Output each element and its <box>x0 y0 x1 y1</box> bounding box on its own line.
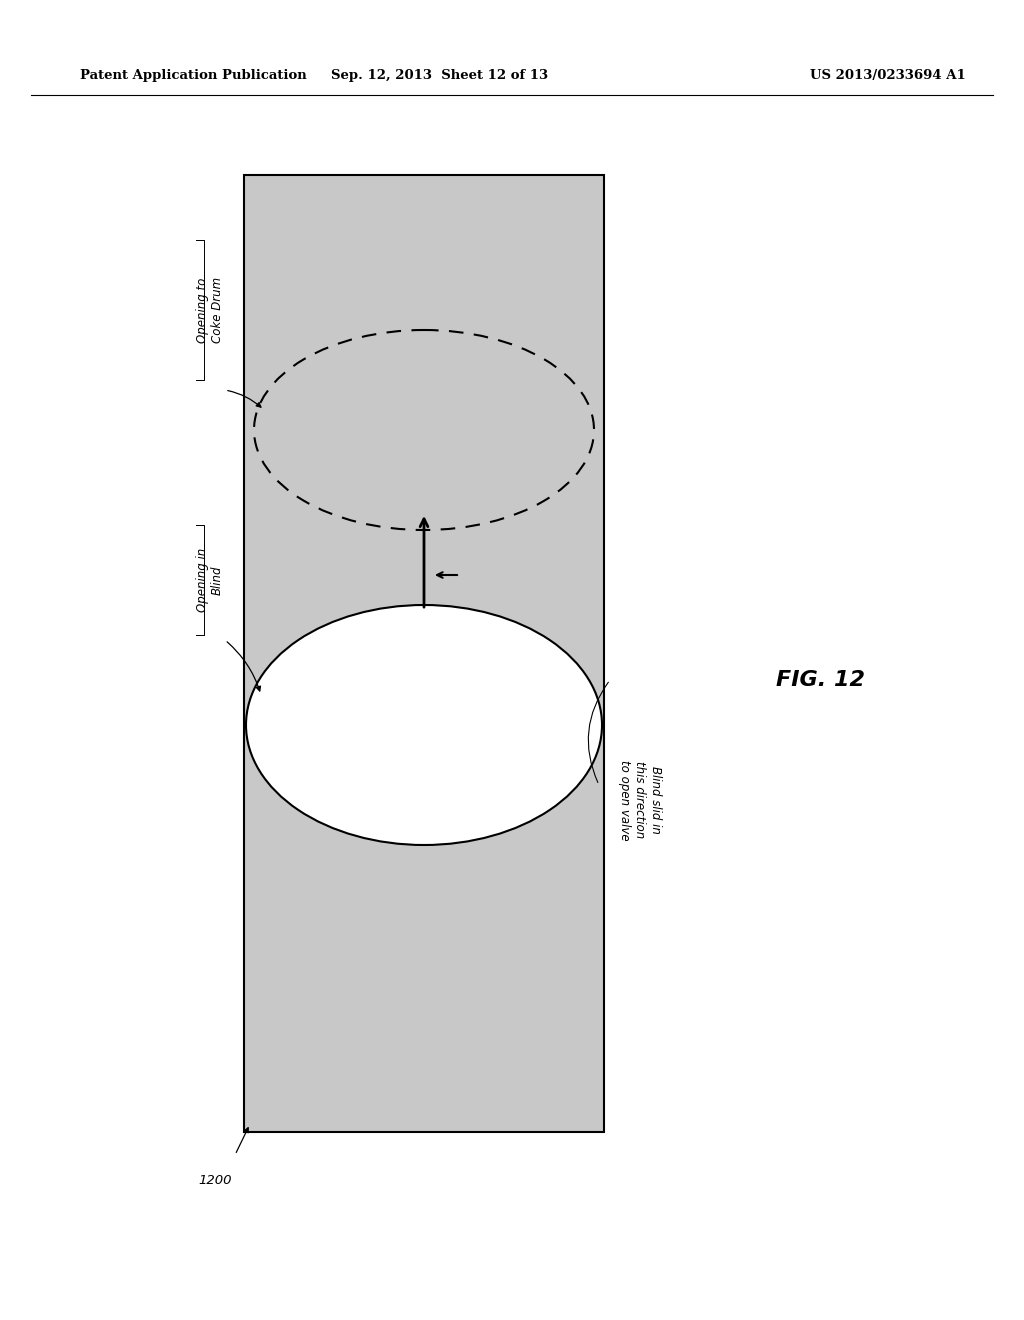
Text: 1200: 1200 <box>199 1173 231 1187</box>
Text: Patent Application Publication: Patent Application Publication <box>80 69 307 82</box>
Text: Opening in
Blind: Opening in Blind <box>196 548 224 612</box>
Ellipse shape <box>246 605 602 845</box>
Text: Sep. 12, 2013  Sheet 12 of 13: Sep. 12, 2013 Sheet 12 of 13 <box>332 69 549 82</box>
Text: Opening to
Coke Drum: Opening to Coke Drum <box>196 277 224 343</box>
Text: Blind slid in
this direction
to open valve: Blind slid in this direction to open val… <box>618 760 662 841</box>
Text: US 2013/0233694 A1: US 2013/0233694 A1 <box>810 69 966 82</box>
Bar <box>244 176 604 1133</box>
Text: FIG. 12: FIG. 12 <box>775 671 864 690</box>
